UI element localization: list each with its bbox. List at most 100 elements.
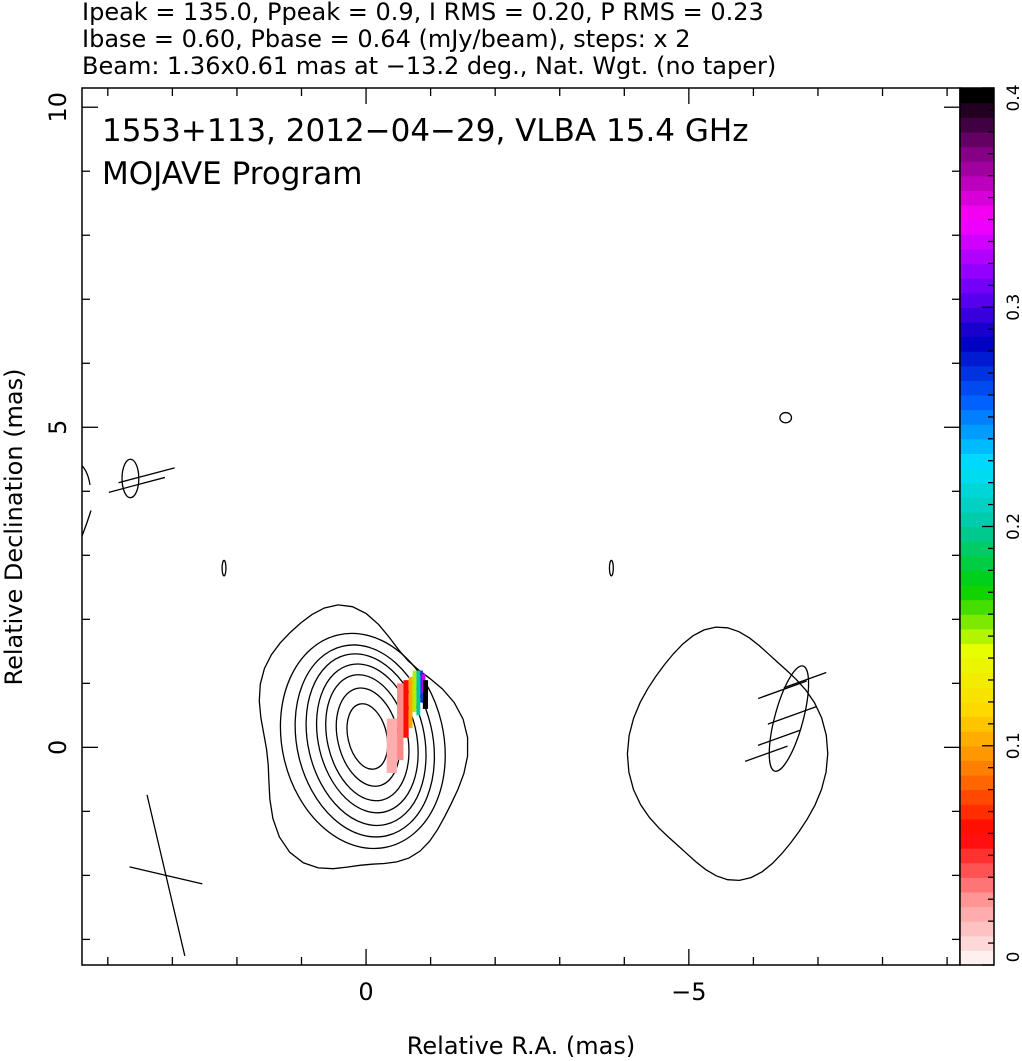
polarization-pixel [422,680,429,709]
colorbar-segment [960,760,994,776]
x-tick-label-0: 0 [358,978,373,1006]
colorbar-segment [960,614,994,630]
header-line-1: Ipeak = 135.0, Ppeak = 0.9, I RMS = 0.20… [82,0,764,26]
colorbar-segment [960,438,994,455]
colorbar-segment [960,424,994,440]
contour-island [779,411,793,424]
contour-core-level [305,653,427,827]
colorbar-segment [960,175,994,191]
contour-core-level [346,703,389,770]
colorbar-segment [960,745,994,761]
colorbar-segment [960,219,994,235]
beam-minor-axis [129,866,203,885]
colorbar-segment [960,497,994,513]
colorbar-segment [960,190,994,206]
colorbar-label-0: 0 [1004,952,1022,963]
contour-core-level [279,632,446,850]
colorbar-segment [960,716,994,732]
colorbar-segment [960,394,994,411]
colorbar-segment [960,570,994,586]
colorbar-segment [960,117,994,133]
colorbar-segment [960,877,994,893]
contour-edge [81,465,91,485]
contour-core-level [315,663,419,814]
colorbar-label-0.3: 0.3 [1004,294,1022,321]
y-tick-label-5: 5 [44,420,72,435]
contour-core-level [294,644,436,838]
colorbar-segment [960,555,994,571]
colorbar-segment [960,321,994,338]
colorbar-segment [960,380,994,396]
colorbar-segment [960,862,994,878]
colorbar-segment [960,643,994,659]
plot-title-line-2: MOJAVE Program [102,156,362,192]
evpa-vector [757,729,801,747]
colorbar-segment [960,599,994,615]
evpa-vector [783,671,827,689]
colorbar-segment [960,541,994,557]
colorbar-label-0.4: 0.4 [1004,84,1022,111]
evpa-vector [118,467,175,484]
colorbar-segment [960,336,994,352]
contour-island [121,458,140,499]
colorbar-segment [960,921,994,937]
axis-ticks [82,88,960,965]
colorbar-segment [960,234,994,250]
colorbar-segment [960,789,994,805]
colorbar-segment [960,848,994,864]
colorbar-segment [960,731,994,747]
colorbar-label-0.2: 0.2 [1004,513,1022,540]
evpa-vector [767,705,817,725]
colorbar-segment [960,833,994,849]
header-line-2: Ibase = 0.60, Pbase = 0.64 (mJy/beam), s… [82,25,691,53]
colorbar-segment [960,672,994,688]
evpa-vector [108,476,166,493]
colorbar [960,88,994,966]
polarization-pixel [416,670,421,716]
contour-jet-inner [768,665,810,772]
y-tick-label-0: 0 [44,740,72,755]
colorbar-segment [960,468,994,484]
x-axis-label: Relative R.A. (mas) [407,1032,635,1060]
colorbar-ticks [982,87,994,966]
contour-island [608,559,614,577]
polarization-pixel [408,676,413,729]
colorbar-segment [960,891,994,908]
colorbar-segment [960,102,994,118]
colorbar-segment [960,204,994,221]
colorbar-segment [960,453,994,469]
colorbar-segment [960,804,994,820]
contour-core-outer [258,604,469,870]
contour-layer [81,411,829,882]
polarization-layer [386,670,429,773]
colorbar-segment [960,248,994,264]
colorbar-segment [960,818,994,835]
evpa-vectors [108,467,827,763]
polarization-pixel [397,683,404,761]
colorbar-label-0.1: 0.1 [1004,732,1022,759]
colorbar-segment [960,292,994,308]
colorbar-segment [960,278,994,294]
colorbar-segment [960,584,994,601]
beam-marker [129,794,203,957]
colorbar-segment [960,88,994,104]
colorbar-segment [960,482,994,498]
colorbar-segment [960,511,994,528]
contour-edge [81,510,92,537]
colorbar-segment [960,628,994,645]
colorbar-segment [960,774,994,791]
colorbar-segment [960,935,994,951]
colorbar-segment [960,687,994,703]
x-tick-label-minus5: −5 [671,978,706,1006]
y-axis-label: Relative Declination (mas) [0,368,28,685]
plot-title-line-1: 1553+113, 2012−04−29, VLBA 15.4 GHz [102,113,748,149]
evpa-vector [757,680,807,700]
colorbar-segment [960,131,994,148]
y-tick-label-10: 10 [44,92,72,123]
polarization-pixel [403,680,409,738]
contour-island [221,559,227,577]
colorbar-segment [960,263,994,279]
polarization-pixel [386,718,398,773]
header-line-3: Beam: 1.36x0.61 mas at −13.2 deg., Nat. … [82,52,776,80]
